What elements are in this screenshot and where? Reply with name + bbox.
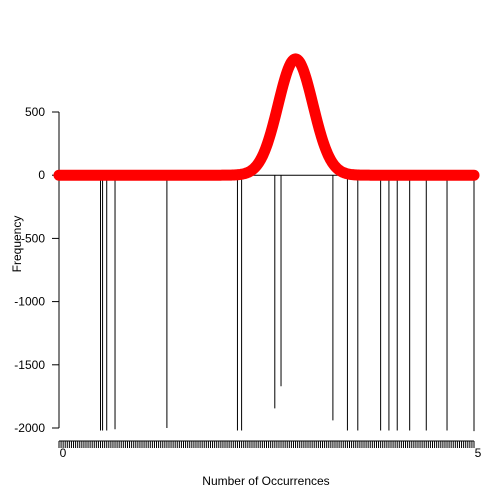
x-axis-label: Number of Occurrences	[202, 474, 329, 488]
y-tick-label: -500	[21, 231, 45, 245]
frequency-curve	[53, 53, 480, 181]
x-tick-label-last: 5	[475, 446, 482, 460]
x-tick-label-first: 0	[60, 446, 67, 460]
y-axis: 500 0 -500 -1000 -1500 -2000	[14, 105, 60, 435]
y-tick-label: -2000	[14, 421, 45, 435]
y-tick-label: -1500	[14, 358, 45, 372]
x-tick-marks	[58, 440, 475, 448]
y-ticks: 500 0 -500 -1000 -1500 -2000	[14, 105, 59, 435]
drop-lines	[100, 175, 475, 432]
y-tick-label: 500	[25, 105, 45, 119]
y-axis-label: Frequency	[10, 216, 24, 273]
y-tick-label: 0	[38, 168, 45, 182]
x-axis: 0 5	[58, 440, 482, 460]
y-tick-label: -1000	[14, 295, 45, 309]
